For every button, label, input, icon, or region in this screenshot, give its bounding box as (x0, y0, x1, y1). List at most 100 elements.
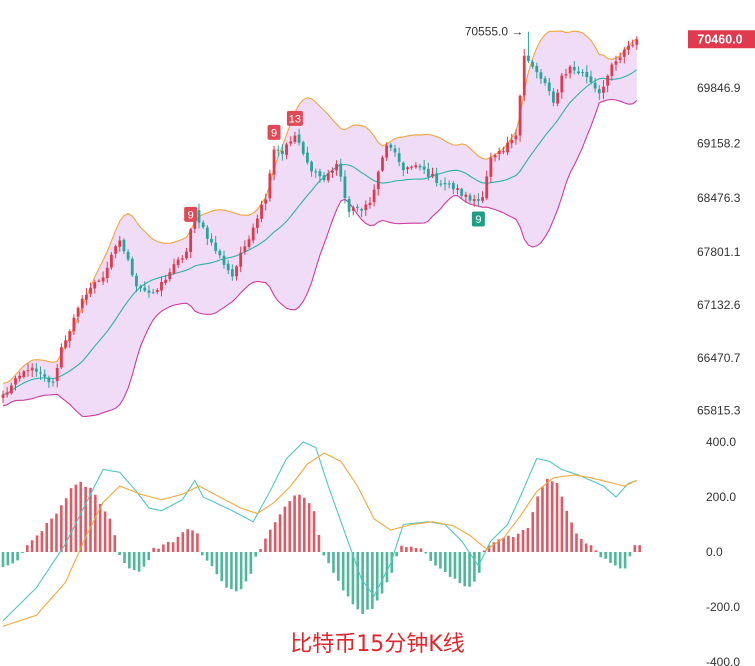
macd-histogram-bar (123, 552, 126, 563)
candle (39, 366, 42, 381)
candle (581, 69, 585, 77)
candle (205, 225, 209, 246)
candle-body (18, 375, 22, 379)
candle-body (9, 385, 13, 394)
candle (451, 180, 455, 195)
candle-body (243, 246, 247, 252)
candle-body (272, 149, 276, 175)
candle (72, 314, 76, 335)
candle (418, 163, 422, 171)
macd-histogram-bar (497, 539, 501, 552)
candle-body (139, 286, 143, 289)
candle (560, 72, 564, 99)
candle (447, 180, 451, 189)
candle (126, 249, 130, 262)
bollinger-lower-line (2, 98, 638, 417)
candle-body (593, 82, 597, 89)
candle-body (160, 282, 163, 291)
candle (547, 77, 551, 96)
macd-histogram-bar (477, 552, 481, 573)
candle (160, 276, 163, 297)
candle (130, 256, 134, 277)
macd-histogram-bar (594, 550, 598, 552)
macd-histogram-bar (609, 552, 612, 563)
candle (30, 363, 34, 378)
candle-body (93, 282, 97, 289)
candle (389, 142, 393, 152)
candle (510, 133, 514, 149)
macd-histogram-bar (244, 552, 248, 582)
candle (280, 144, 284, 161)
candle-body (293, 135, 297, 142)
candle-body (431, 173, 434, 177)
candle-body (443, 182, 447, 185)
macd-histogram-bar (60, 505, 63, 552)
candle-body (5, 392, 9, 395)
macd-tick-label: 400.0 (706, 435, 736, 449)
candle-body (47, 377, 51, 383)
macd-histogram-bar (521, 530, 525, 552)
macd-histogram-bar (580, 538, 583, 552)
macd-lines (2, 441, 638, 627)
td-sequential-markers: 9 9 13 9 70555.0 → (184, 25, 523, 227)
candle-body (235, 266, 238, 277)
candle-body (381, 157, 384, 171)
macd-histogram-bar (541, 487, 544, 552)
macd-histogram-bar (269, 529, 272, 552)
candle-body (493, 155, 497, 158)
macd-histogram-bar (458, 552, 462, 584)
macd-histogram-bar (555, 482, 559, 552)
candle (426, 162, 430, 181)
macd-histogram-bar (35, 535, 39, 552)
candle (276, 145, 280, 157)
candle-body (460, 189, 464, 196)
candle-body (51, 381, 55, 383)
macd-histogram-bar (463, 552, 466, 587)
candle (189, 227, 193, 259)
candle (456, 184, 459, 195)
candle-body (614, 61, 618, 65)
candle-body (185, 251, 188, 259)
bollinger-fill-area (3, 31, 637, 417)
macd-histogram-bar (614, 552, 617, 566)
candle (172, 258, 176, 275)
candle (143, 281, 147, 293)
candle (606, 74, 610, 93)
candle-body (268, 173, 272, 199)
candle-body (581, 72, 585, 74)
candle-body (114, 246, 117, 254)
candle-body (335, 164, 338, 171)
macd-histogram-bar (356, 552, 360, 610)
candle (331, 167, 334, 178)
chart-caption: 比特币15分钟K线 (290, 632, 465, 657)
candle (235, 265, 238, 281)
macd-histogram-bar (303, 497, 306, 552)
candle-body (393, 148, 397, 153)
current-price-tag (688, 30, 755, 49)
candle (230, 264, 234, 281)
candle (5, 387, 9, 398)
macd-histogram-bar (205, 552, 209, 561)
macd-histogram-bar (560, 496, 564, 552)
macd-dea-line (2, 452, 638, 627)
candle (301, 140, 305, 156)
candle-body (343, 176, 347, 199)
candle-body (289, 141, 293, 144)
candle (47, 375, 51, 388)
candle-body (464, 194, 468, 197)
candle (556, 89, 560, 107)
candle (251, 223, 255, 244)
candle-body (472, 199, 476, 201)
macd-histogram-bar (317, 534, 321, 552)
macd-histogram-bar (69, 488, 73, 552)
candle (110, 252, 113, 270)
candle-body (326, 173, 330, 181)
macd-histogram-bar (512, 537, 515, 552)
candle (485, 170, 489, 201)
td-marker-label: 9 (475, 214, 481, 226)
candle (472, 194, 476, 207)
macd-histogram-bar (210, 552, 214, 567)
macd-histogram-bar (259, 549, 262, 552)
candle-body (201, 222, 205, 228)
macd-histogram-bar (64, 498, 68, 552)
